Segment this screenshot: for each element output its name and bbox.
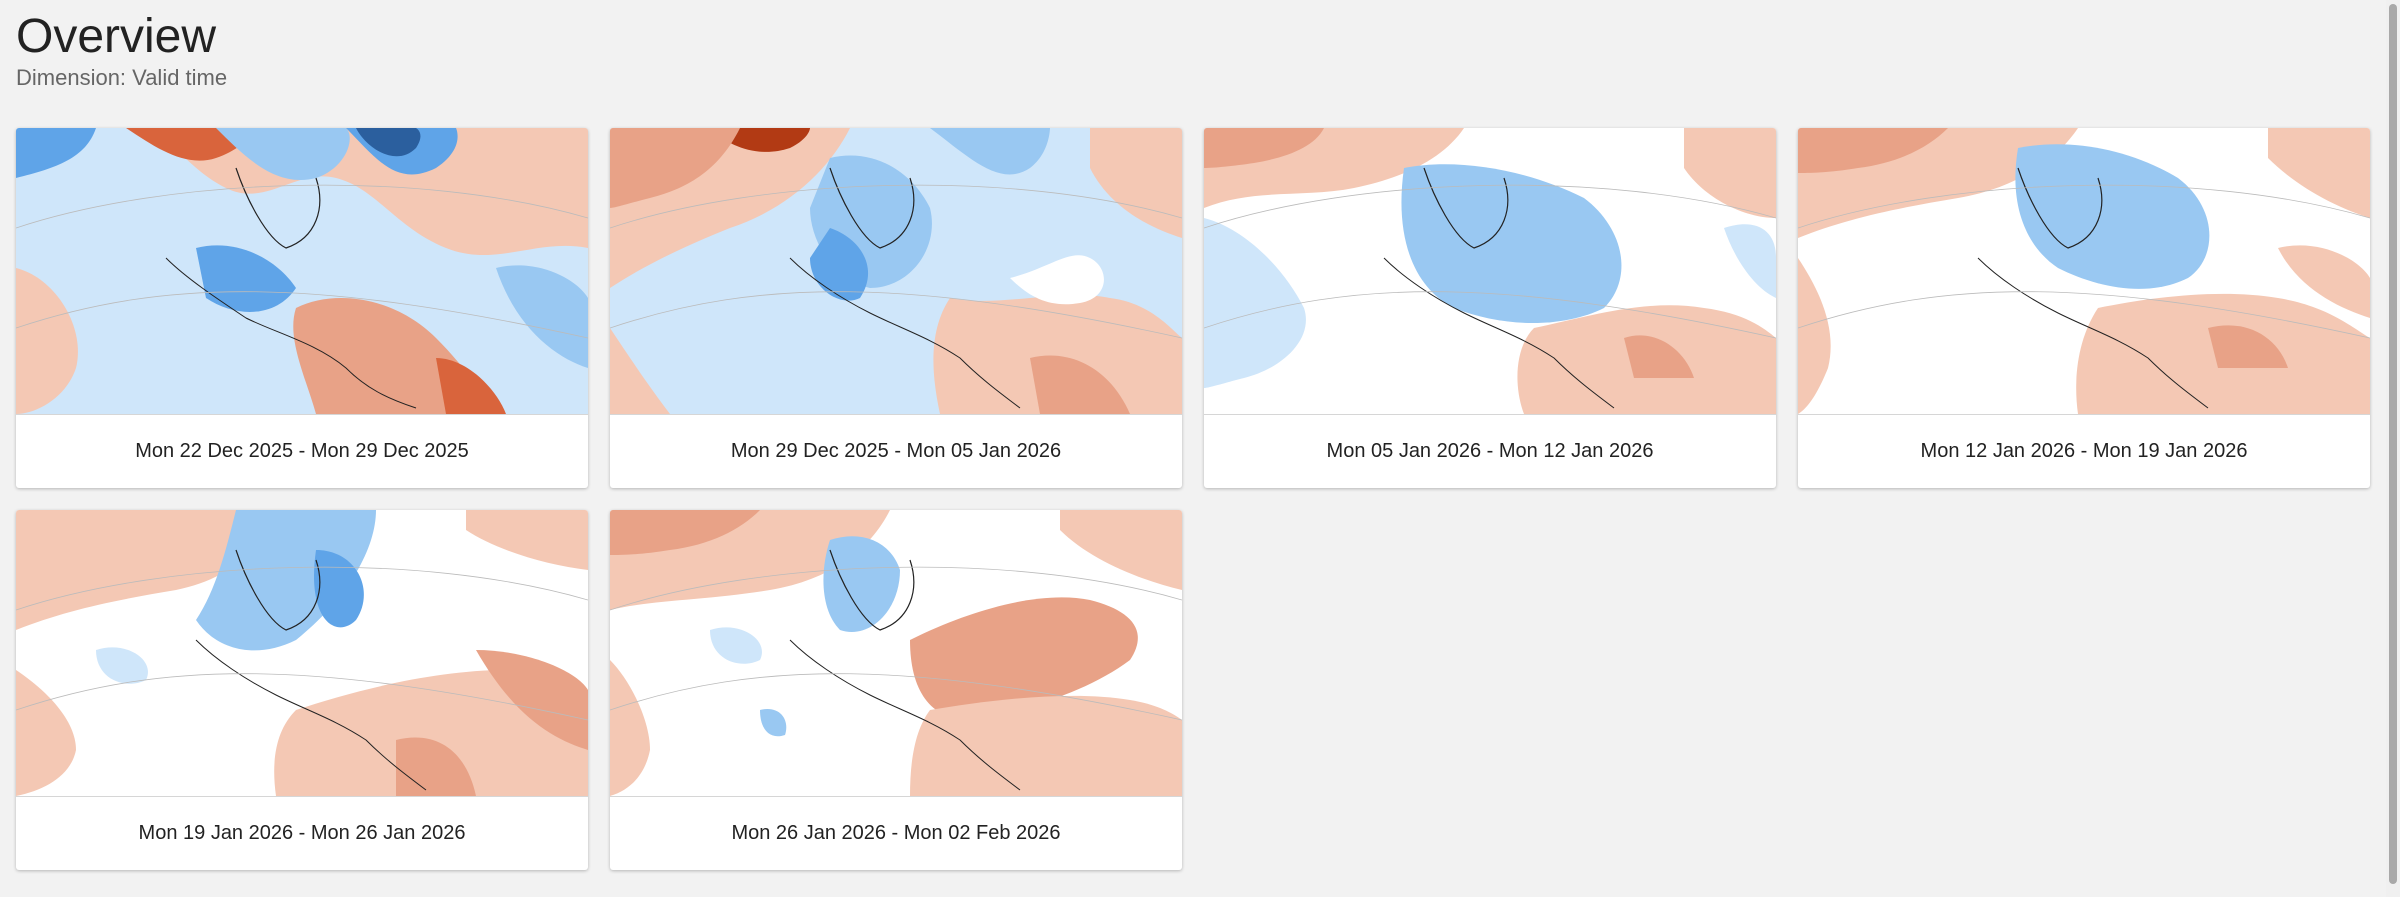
anomaly-map-week-2[interactable] bbox=[610, 128, 1182, 415]
map-card-label: Mon 22 Dec 2025 - Mon 29 Dec 2025 bbox=[135, 440, 469, 462]
anomaly-map-week-5[interactable] bbox=[16, 510, 588, 797]
anomaly-map-week-1[interactable] bbox=[16, 128, 588, 415]
map-card-week-6[interactable]: Mon 26 Jan 2026 - Mon 02 Feb 2026 bbox=[610, 510, 1182, 870]
map-card-label: Mon 29 Dec 2025 - Mon 05 Jan 2026 bbox=[730, 440, 1062, 462]
map-card-week-1[interactable]: Mon 22 Dec 2025 - Mon 29 Dec 2025 bbox=[16, 128, 588, 488]
map-card-label: Mon 05 Jan 2026 - Mon 12 Jan 2026 bbox=[1326, 440, 1654, 462]
map-card-week-5[interactable]: Mon 19 Jan 2026 - Mon 26 Jan 2026 bbox=[16, 510, 588, 870]
anomaly-map-week-3[interactable] bbox=[1204, 128, 1776, 415]
page-title: Overview bbox=[16, 10, 217, 63]
map-card-week-3[interactable]: Mon 05 Jan 2026 - Mon 12 Jan 2026 bbox=[1204, 128, 1776, 488]
map-card-label: Mon 19 Jan 2026 - Mon 26 Jan 2026 bbox=[138, 822, 466, 844]
page-subtitle: Dimension: Valid time bbox=[16, 65, 228, 90]
map-card-week-4[interactable]: Mon 12 Jan 2026 - Mon 19 Jan 2026 bbox=[1798, 128, 2370, 488]
map-card-label: Mon 12 Jan 2026 - Mon 19 Jan 2026 bbox=[1920, 440, 2248, 462]
vertical-scrollbar[interactable] bbox=[2386, 0, 2400, 897]
anomaly-map-week-4[interactable] bbox=[1798, 128, 2370, 415]
scrollbar-thumb[interactable] bbox=[2389, 4, 2397, 884]
map-card-grid: Mon 22 Dec 2025 - Mon 29 Dec 2025 bbox=[16, 128, 2372, 870]
anomaly-map-week-6[interactable] bbox=[610, 510, 1182, 797]
map-card-label: Mon 26 Jan 2026 - Mon 02 Feb 2026 bbox=[731, 822, 1061, 844]
map-card-week-2[interactable]: Mon 29 Dec 2025 - Mon 05 Jan 2026 bbox=[610, 128, 1182, 488]
